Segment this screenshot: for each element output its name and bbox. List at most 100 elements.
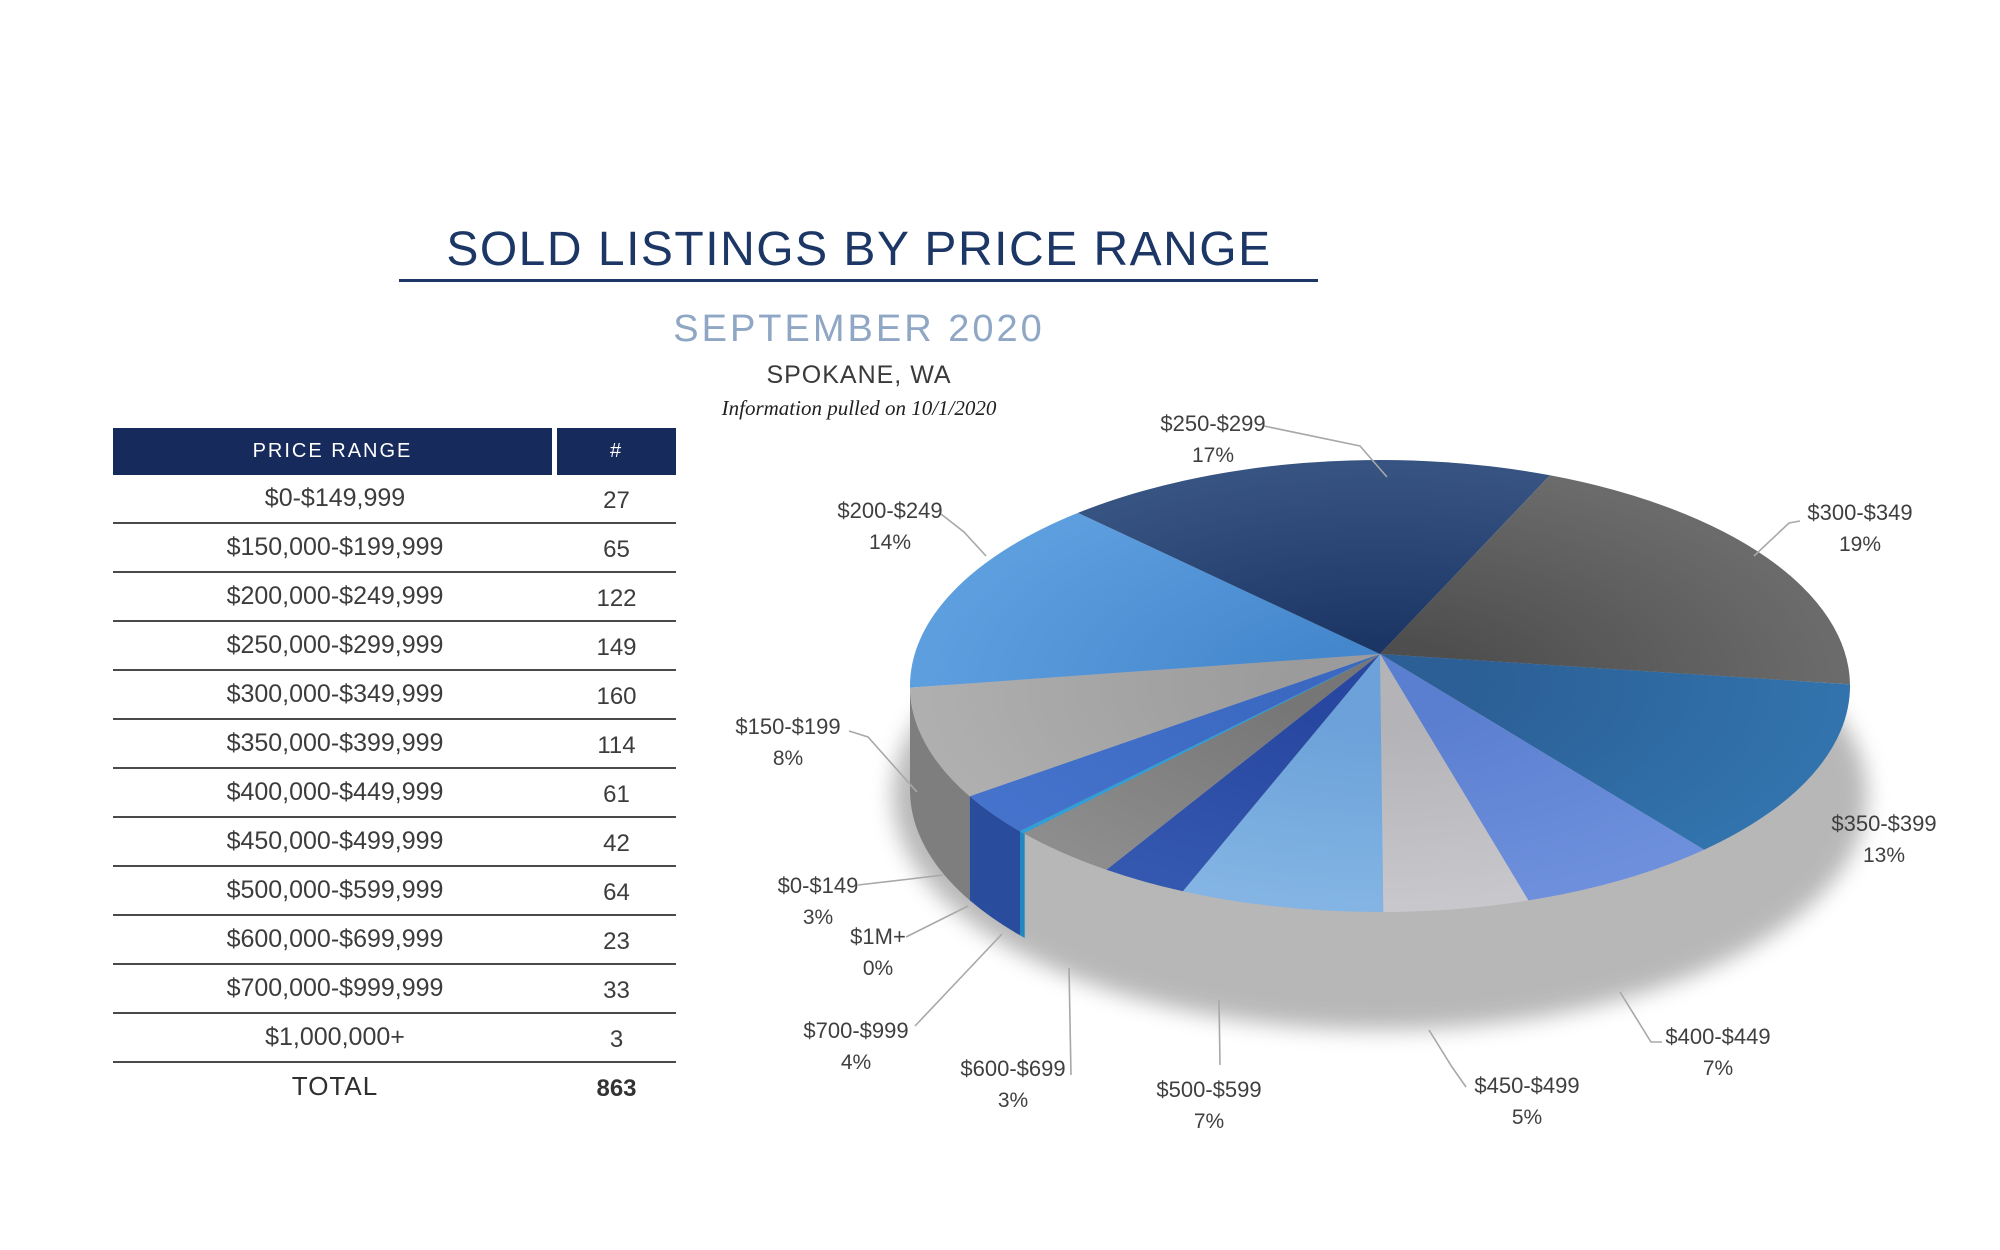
price-range-cell: $250,000-$299,999 (226, 631, 444, 659)
pie-label-percent: 14% (868, 531, 912, 554)
price-range-table: PRICE RANGE # $0-$149,999 27 $150,000-$199… (113, 428, 676, 1110)
pie-label-$450-$499: $450-$499 5% (1474, 1070, 1579, 1134)
price-range-cell: $0-$149,999 (264, 484, 406, 512)
pie-label-percent: 7% (1702, 1057, 1734, 1080)
pie-label-percent: 17% (1191, 444, 1235, 467)
price-range-cell: $200,000-$249,999 (226, 582, 444, 610)
header-cell-count: # (557, 428, 676, 475)
pie-slice-$0-$149 (969, 654, 1380, 832)
table-row: $400,000-$449,999 61 (113, 769, 676, 818)
pie-slice-$200-$249 (909, 512, 1380, 688)
pie-label-$400-$449: $400-$449 7% (1665, 1021, 1770, 1085)
info-note: Information pulled on 10/1/2020 (721, 396, 997, 420)
pie-label-range: $700-$999 (803, 1018, 909, 1043)
pie-side-$0-$149 (969, 796, 1020, 936)
table-row: $150,000-$199,999 65 (113, 524, 676, 573)
pie-label-range: $450-$499 (1474, 1073, 1580, 1098)
total-label-cell: TOTAL (291, 1071, 379, 1101)
table-row: $450,000-$499,999 42 (113, 818, 676, 867)
table-row: $700,000-$999,999 33 (113, 965, 676, 1014)
table-header-row: PRICE RANGE # (113, 428, 676, 475)
table-row: $0-$149,999 27 (113, 475, 676, 524)
page-title: SOLD LISTINGS BY PRICE RANGE (446, 223, 1272, 276)
pie-slice-$300-$349 (1380, 475, 1850, 685)
pie-label-percent: 13% (1862, 844, 1906, 867)
pie-label-$250-$299: $250-$299 17% (1160, 408, 1265, 472)
pie-label-range: $350-$399 (1831, 811, 1937, 836)
table-row: $600,000-$699,999 23 (113, 916, 676, 965)
pie-label-percent: 8% (772, 747, 804, 770)
pie-label-range: $500-$599 (1156, 1077, 1262, 1102)
leader-line-$250-$299 (1263, 425, 1388, 478)
leader-line-$600-$699 (1068, 967, 1072, 1076)
pie-label-percent: 5% (1511, 1106, 1543, 1129)
pie-slice-$600-$699 (1106, 654, 1380, 892)
pie-label-range: $600-$699 (960, 1056, 1066, 1081)
leader-line-$0-$149 (857, 874, 944, 886)
leader-line-$700-$999 (914, 933, 1003, 1027)
leader-line-$450-$499 (1428, 1029, 1467, 1088)
table-row: $300,000-$349,999 160 (113, 671, 676, 720)
price-range-cell: $500,000-$599,999 (226, 876, 444, 904)
pie-side-$1M+ (1020, 831, 1025, 938)
price-range-cell: $600,000-$699,999 (226, 925, 444, 953)
pie-label-percent: 3% (802, 906, 834, 929)
leader-line-$400-$449 (1619, 991, 1662, 1043)
price-range-cell: $150,000-$199,999 (226, 533, 444, 561)
pie-label-range: $150-$199 (735, 714, 841, 739)
table-row: $1,000,000+ 3 (113, 1014, 676, 1063)
pie-label-percent: 3% (997, 1089, 1029, 1112)
pie-label-$500-$599: $500-$599 7% (1156, 1074, 1261, 1138)
pie-slice-$450-$499 (1380, 654, 1529, 912)
header-cell-price-range: PRICE RANGE (113, 428, 552, 475)
table-row: $350,000-$399,999 114 (113, 720, 676, 769)
leader-line-$150-$199 (848, 730, 918, 793)
count-cell: 122 (596, 585, 637, 612)
count-cell: 65 (603, 536, 630, 563)
pie-label-percent: 19% (1838, 533, 1882, 556)
count-cell: 3 (609, 1026, 624, 1053)
count-cell: 33 (603, 977, 630, 1004)
table-row: $500,000-$599,999 64 (113, 867, 676, 916)
pie-side-$150-$199 (910, 687, 970, 901)
count-cell: 160 (596, 683, 637, 710)
count-cell: 61 (603, 781, 630, 808)
pie-slice-$700-$999 (1020, 654, 1380, 870)
pie-label-range: $400-$449 (1665, 1024, 1771, 1049)
total-value-cell: 863 (596, 1075, 637, 1102)
pie-slice-$250-$299 (1077, 460, 1550, 654)
pie-label-$600-$699: $600-$699 3% (960, 1053, 1065, 1117)
pie-slice-$1M+ (1020, 654, 1380, 834)
pie-label-$150-$199: $150-$199 8% (735, 711, 840, 775)
title-underline (399, 279, 1318, 282)
table-body: $0-$149,999 27 $150,000-$199,999 65 $200,000… (113, 475, 676, 1110)
pie-label-$0-$149: $0-$149 3% (778, 870, 859, 934)
price-range-cell: $350,000-$399,999 (226, 729, 444, 757)
pie-label-$350-$399: $350-$399 13% (1831, 808, 1936, 872)
pie-label-range: $250-$299 (1160, 411, 1266, 436)
pie-slice-$400-$449 (1380, 654, 1705, 901)
pie-label-$200-$249: $200-$249 14% (837, 495, 942, 559)
count-cell: 23 (603, 928, 630, 955)
count-cell: 149 (596, 634, 637, 661)
count-cell: 42 (603, 830, 630, 857)
page-subtitle: SEPTEMBER 2020 (673, 308, 1045, 350)
price-range-cell: $300,000-$349,999 (226, 680, 444, 708)
pie-label-range: $1M+ (850, 924, 906, 949)
pie-label-range: $300-$349 (1807, 500, 1913, 525)
table-row: $200,000-$249,999 122 (113, 573, 676, 622)
pie-slice-$150-$199 (910, 654, 1380, 797)
pie-label-$700-$999: $700-$999 4% (803, 1015, 908, 1079)
price-range-cell: $400,000-$449,999 (226, 778, 444, 806)
pie-slice-$350-$399 (1380, 654, 1851, 850)
leader-line-$200-$249 (940, 513, 987, 557)
pie-label-$300-$349: $300-$349 19% (1807, 497, 1912, 561)
table-total-row: TOTAL 863 (113, 1063, 676, 1110)
page-location: SPOKANE, WA (766, 361, 952, 389)
price-range-cell: $1,000,000+ (265, 1023, 405, 1051)
pie-label-percent: 4% (840, 1051, 872, 1074)
pie-slice-$500-$599 (1182, 654, 1384, 913)
pie-label-$1M+: $1M+ 0% (850, 921, 906, 985)
